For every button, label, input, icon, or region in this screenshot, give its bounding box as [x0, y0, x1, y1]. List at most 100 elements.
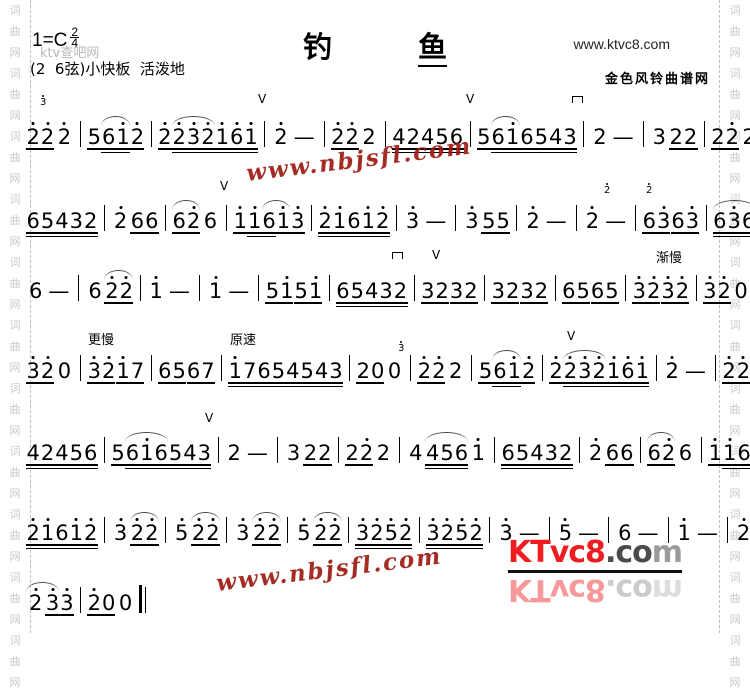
beam [26, 544, 98, 546]
note: 2 [711, 126, 725, 148]
watermark-char: 曲 [10, 588, 21, 609]
barline [140, 275, 141, 301]
note: 7 [243, 360, 257, 382]
ktvc8-logo: KTvc8.com KTvc8.com [508, 537, 698, 605]
measure: 1— [147, 280, 193, 302]
note: 3 [657, 210, 671, 232]
watermark-char: 词 [730, 630, 741, 651]
note: 2 [370, 522, 384, 544]
note: 2 [40, 126, 54, 148]
note: 6 [172, 210, 186, 232]
note: 2 [40, 360, 54, 382]
measure: 2— [225, 442, 271, 464]
watermark-char: 网 [10, 168, 21, 189]
note: 2 [406, 126, 420, 148]
tempo-mark-gengman: 更慢 [88, 329, 114, 348]
beam [632, 302, 660, 304]
duration-dash: — [682, 360, 709, 382]
duration-dash: — [244, 442, 271, 464]
beam [125, 468, 211, 470]
watermark-char: 网 [10, 609, 21, 630]
note: 6 [262, 210, 276, 232]
note: 6 [257, 360, 271, 382]
note: 2 [191, 522, 205, 544]
note: 1 [228, 360, 242, 382]
watermark-char: 词 [730, 252, 741, 273]
beam [711, 148, 739, 150]
beam [492, 382, 521, 384]
beam [355, 544, 412, 546]
watermark-char: 网 [730, 609, 741, 630]
note: 2 [399, 522, 413, 544]
note: 2 [725, 126, 739, 148]
note: 2 [736, 360, 750, 382]
beam [313, 544, 342, 546]
beam [228, 386, 343, 388]
watermark-char: 词 [730, 567, 741, 588]
note: 6 [347, 210, 361, 232]
note: 2 [201, 126, 215, 148]
barline [324, 121, 325, 147]
note: 6 [102, 126, 116, 148]
slur [713, 200, 750, 210]
barline [80, 587, 81, 613]
note: 2 [522, 360, 536, 382]
beam [345, 464, 373, 466]
note: 2 [563, 360, 577, 382]
note: 2 [102, 360, 116, 382]
note: 5 [350, 280, 364, 302]
note: 3 [197, 442, 211, 464]
note: 2 [26, 592, 45, 614]
up-bow-mark: V [466, 93, 474, 105]
watermark-char: 网 [10, 420, 21, 441]
beam [392, 152, 464, 154]
note: 2 [359, 126, 378, 148]
note: 3 [421, 280, 435, 302]
note: 3 [650, 126, 669, 148]
beam [491, 152, 577, 154]
beam [125, 464, 211, 466]
note: 2 [172, 126, 186, 148]
note: 2 [331, 126, 345, 148]
barline [104, 437, 105, 463]
note: 3 [45, 592, 59, 614]
note: 2 [446, 360, 465, 382]
note: 3 [520, 280, 534, 302]
note: 1 [507, 360, 521, 382]
slur [125, 432, 168, 442]
note: 2 [267, 522, 281, 544]
slur [647, 432, 675, 442]
barline [104, 517, 105, 543]
title-char-2: 鱼 [418, 30, 447, 67]
beam [605, 464, 634, 466]
watermark-char: 曲 [10, 651, 21, 672]
barline [656, 355, 657, 381]
note: 1 [332, 210, 346, 232]
beam [591, 302, 619, 304]
note: 2 [26, 126, 40, 148]
note: 1 [469, 442, 488, 464]
beam [356, 382, 384, 384]
barline [349, 355, 350, 381]
note: 7 [201, 360, 215, 382]
beam [520, 302, 548, 304]
watermark-char: 网 [10, 231, 21, 252]
barline [80, 121, 81, 147]
watermark-char: 词 [730, 315, 741, 336]
beam [318, 236, 390, 238]
note: 2 [734, 522, 750, 544]
